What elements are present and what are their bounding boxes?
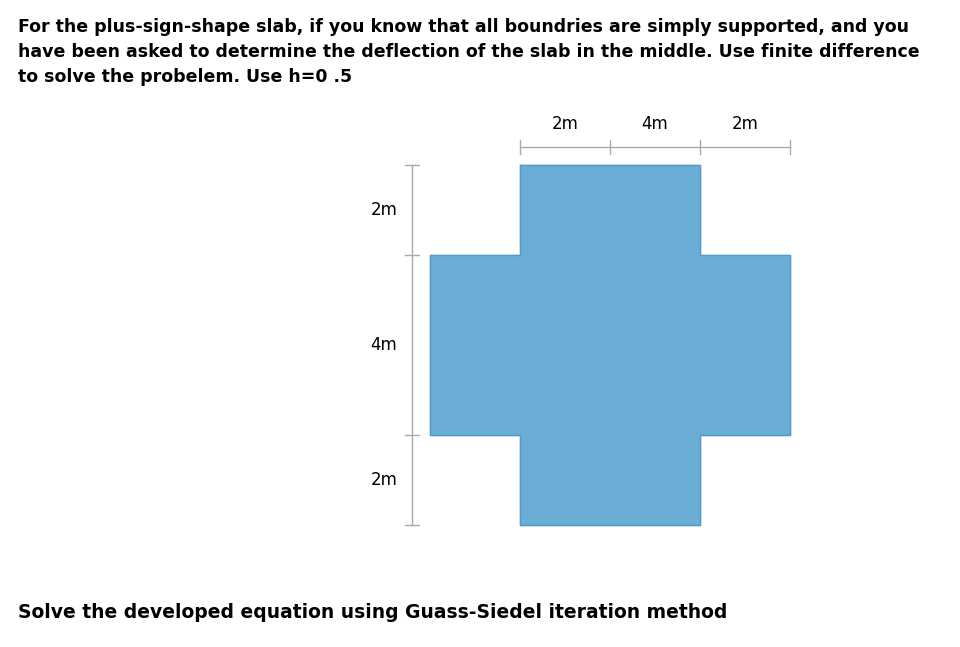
Text: 4m: 4m [641,115,668,133]
Text: 2m: 2m [732,115,758,133]
Text: For the plus-sign-shape slab, if you know that all boundries are simply supporte: For the plus-sign-shape slab, if you kno… [18,18,920,86]
Text: 2m: 2m [371,471,397,489]
Text: Solve the developed equation using Guass-Siedel iteration method: Solve the developed equation using Guass… [18,603,728,622]
Text: 2m: 2m [371,201,397,219]
Text: 2m: 2m [552,115,579,133]
Text: 4m: 4m [371,336,397,354]
Polygon shape [430,165,790,525]
